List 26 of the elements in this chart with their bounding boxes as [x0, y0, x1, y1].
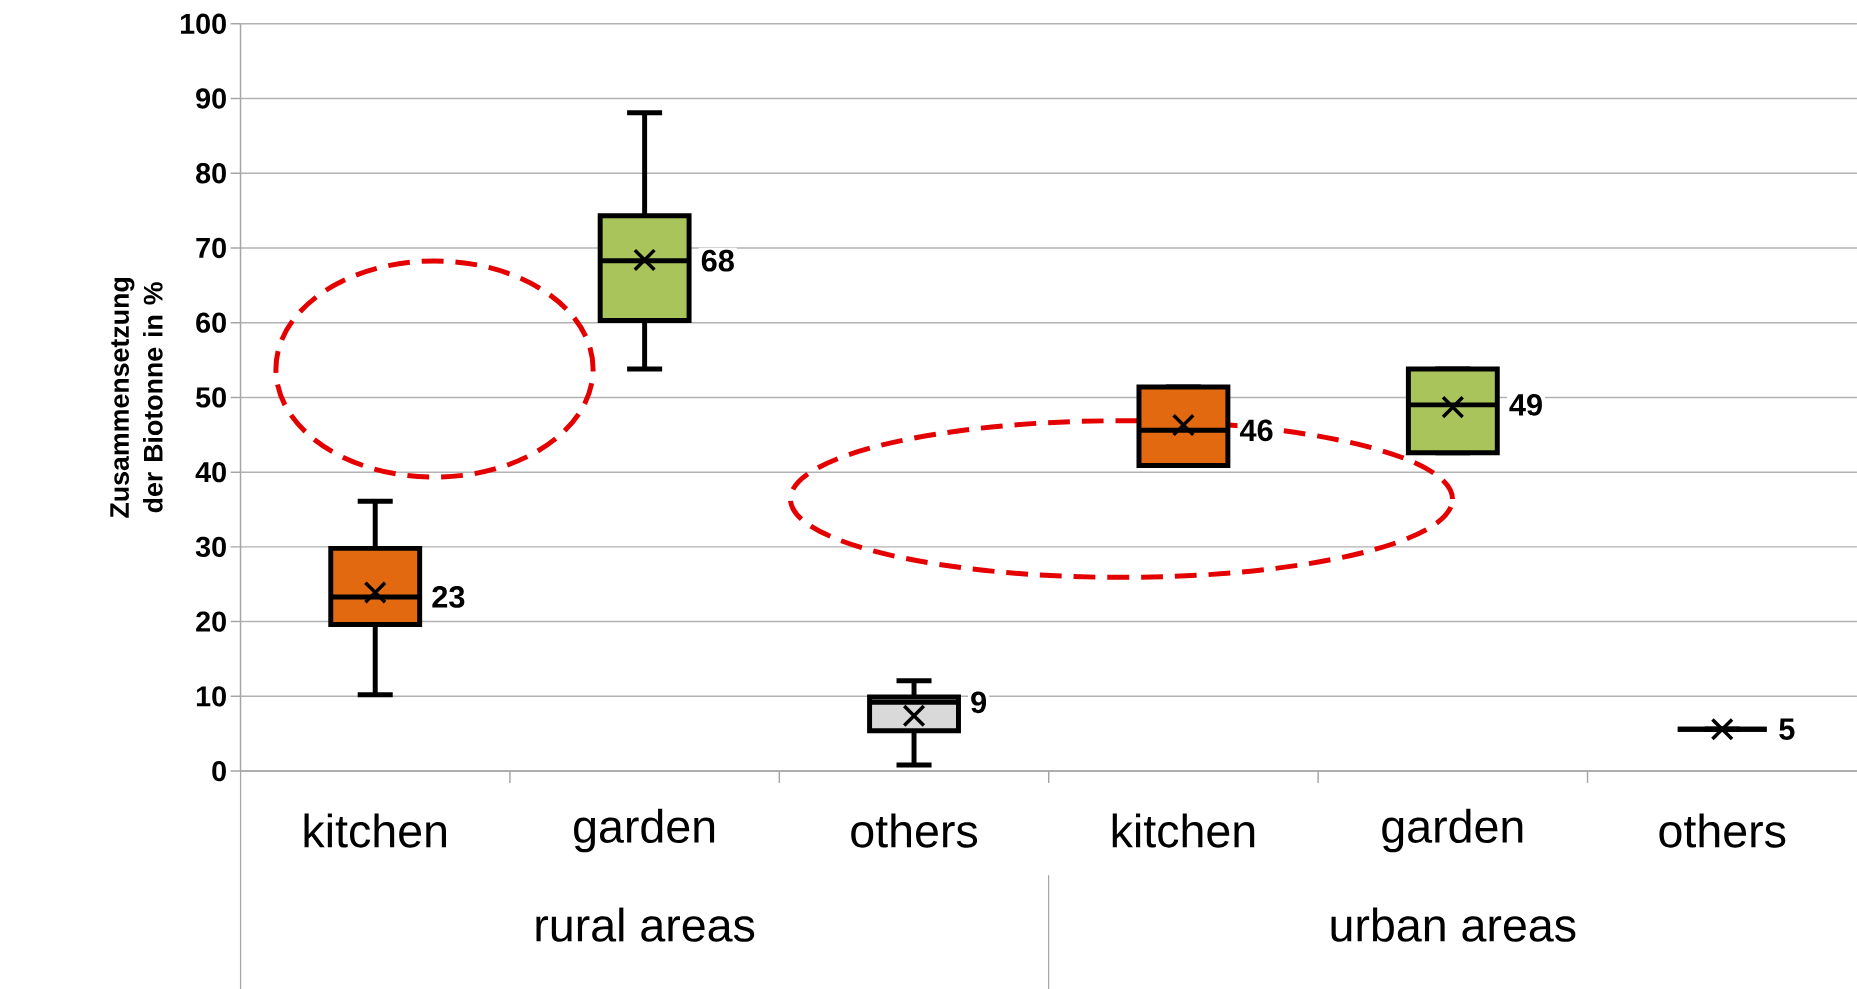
text: urban areas: [1331, 907, 1576, 942]
text: 23: [432, 586, 465, 608]
text: 5: [1779, 718, 1795, 740]
x-tick-label: garden: [1382, 808, 1523, 853]
text: 46: [1239, 419, 1273, 442]
x-tick-label: others: [851, 813, 978, 848]
x-tick-label: kitchen: [304, 813, 446, 848]
y-tick-label: 70: [196, 237, 226, 259]
y-tick-label: 60: [196, 312, 226, 333]
text: 68: [701, 249, 734, 272]
y-axis-title: Zusammensetzung der Biotonne in %: [110, 277, 163, 518]
y-tick-label: 80: [196, 163, 226, 184]
y-tick-label: 20: [196, 611, 226, 632]
y-tick-label: 50: [196, 387, 226, 408]
x-tick-label: garden: [574, 808, 715, 853]
text: rural areas: [536, 907, 755, 942]
y-tick-label: 100: [180, 13, 226, 34]
x-tick-label: kitchen: [1112, 813, 1255, 848]
y-tick-label: 90: [196, 88, 226, 109]
text: 49: [1509, 393, 1542, 416]
y-tick-label: 0: [212, 760, 226, 782]
y-tick-label: 40: [195, 461, 226, 483]
text: 9: [971, 691, 987, 714]
x-tick-label: others: [1659, 813, 1786, 848]
y-tick-label: 10: [196, 686, 226, 707]
y-tick-label: 30: [195, 536, 226, 558]
